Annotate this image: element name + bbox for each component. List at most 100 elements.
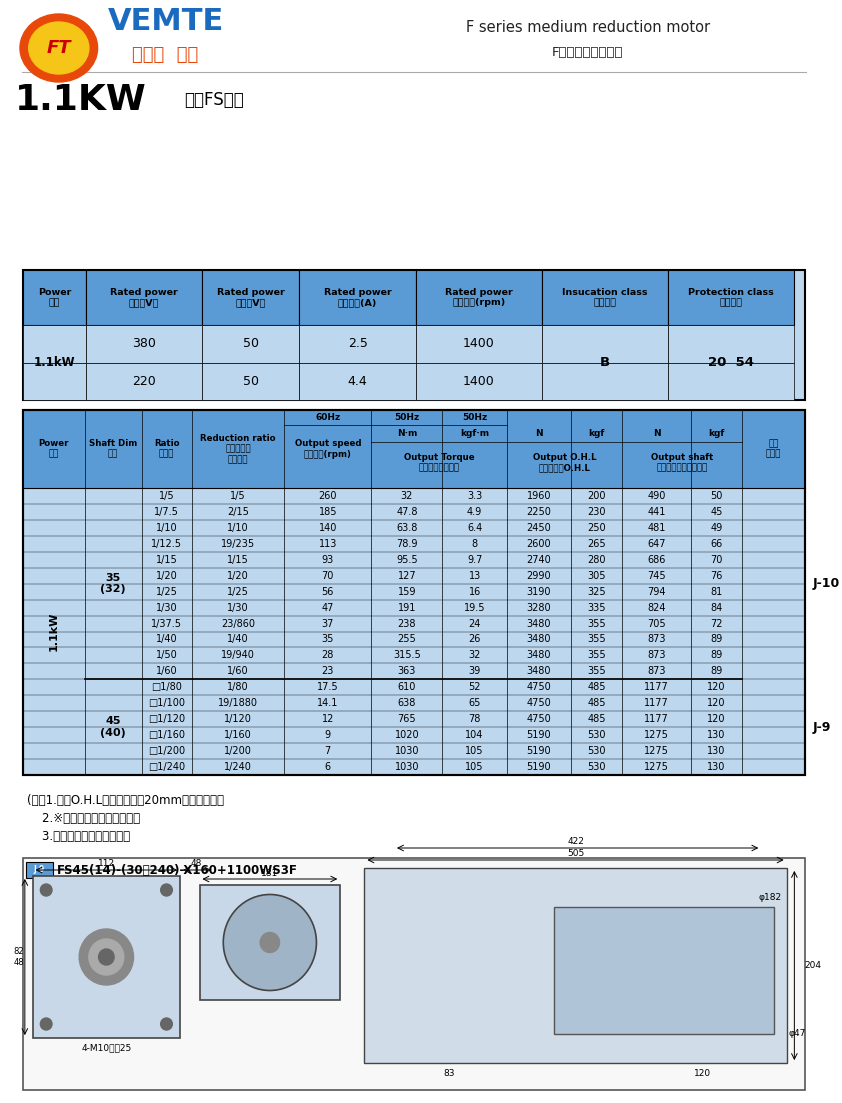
Text: 280: 280 — [587, 555, 605, 565]
Text: 530: 530 — [587, 730, 605, 740]
Text: 4750: 4750 — [526, 683, 552, 693]
Bar — [416, 363, 542, 400]
Bar — [23, 325, 86, 363]
Text: 104: 104 — [466, 730, 484, 740]
Text: 315.5: 315.5 — [393, 651, 421, 661]
Text: 3.括號（）爲實心軸軸徑。: 3.括號（）爲實心軸軸徑。 — [27, 829, 130, 843]
Text: 1/5: 1/5 — [230, 491, 246, 501]
Text: 130: 130 — [707, 762, 726, 772]
Text: 1/40: 1/40 — [227, 634, 249, 644]
Text: 3480: 3480 — [526, 619, 551, 629]
Text: 45
(40): 45 (40) — [100, 716, 126, 738]
Text: 1/20: 1/20 — [227, 570, 249, 580]
Text: 441: 441 — [647, 507, 666, 517]
Text: 65: 65 — [468, 698, 481, 708]
Text: J-9: J-9 — [813, 720, 831, 733]
Text: 78: 78 — [468, 715, 481, 725]
Text: 265: 265 — [587, 538, 605, 549]
Text: 5190: 5190 — [526, 746, 551, 756]
Text: 355: 355 — [587, 634, 605, 644]
Text: 485: 485 — [587, 715, 605, 725]
Text: 1/30: 1/30 — [156, 602, 178, 612]
Text: 765: 765 — [397, 715, 416, 725]
Text: 7: 7 — [325, 746, 331, 756]
Circle shape — [40, 1018, 52, 1030]
Text: 105: 105 — [466, 762, 484, 772]
Text: 1400: 1400 — [463, 375, 495, 388]
Circle shape — [260, 932, 280, 953]
Text: 485: 485 — [587, 683, 605, 693]
Bar — [23, 858, 805, 1090]
Bar — [669, 363, 794, 400]
Bar — [300, 363, 416, 400]
Text: Rated power
額定轉速(rpm): Rated power 額定轉速(rpm) — [445, 288, 513, 308]
Text: 1/15: 1/15 — [227, 555, 249, 565]
Text: 93: 93 — [322, 555, 334, 565]
Text: 873: 873 — [647, 651, 666, 661]
Text: N: N — [535, 429, 542, 438]
Text: 481: 481 — [647, 523, 666, 533]
Text: 363: 363 — [397, 666, 416, 676]
Text: 82
48: 82 48 — [13, 947, 24, 966]
Bar — [300, 270, 416, 325]
Text: φ182: φ182 — [759, 892, 781, 902]
Text: 200: 200 — [587, 491, 605, 501]
Bar — [300, 325, 416, 363]
Text: 89: 89 — [711, 634, 722, 644]
Text: 83: 83 — [443, 1069, 455, 1078]
Text: 1/60: 1/60 — [227, 666, 249, 676]
Text: Protection class
防護等級: Protection class 防護等級 — [689, 288, 774, 308]
Text: 8: 8 — [472, 538, 477, 549]
Bar — [416, 325, 542, 363]
Circle shape — [161, 884, 173, 896]
Text: 873: 873 — [647, 666, 666, 676]
Text: 17.5: 17.5 — [317, 683, 338, 693]
Text: 1275: 1275 — [644, 730, 669, 740]
Text: Power
功率: Power 功率 — [38, 288, 71, 308]
Text: 610: 610 — [397, 683, 416, 693]
Text: 81: 81 — [711, 587, 722, 597]
Ellipse shape — [29, 22, 89, 74]
Circle shape — [40, 884, 52, 896]
Text: □1/100: □1/100 — [148, 698, 185, 708]
Text: Rated power
額定電流(A): Rated power 額定電流(A) — [324, 288, 392, 308]
Text: 39: 39 — [468, 666, 481, 676]
Text: 1/80: 1/80 — [227, 683, 249, 693]
Text: F series medium reduction motor: F series medium reduction motor — [466, 21, 710, 35]
Text: 50Hz: 50Hz — [462, 413, 488, 422]
Text: 1/240: 1/240 — [224, 762, 252, 772]
Text: 1/10: 1/10 — [156, 523, 178, 533]
Text: J-10: J-10 — [813, 577, 840, 590]
Text: 1/40: 1/40 — [156, 634, 178, 644]
Text: J-9: J-9 — [34, 866, 45, 875]
Text: 76: 76 — [711, 570, 722, 580]
Text: Output speed
輸出頻速(rpm): Output speed 輸出頻速(rpm) — [295, 439, 361, 459]
Text: 49: 49 — [711, 523, 722, 533]
Text: 1275: 1275 — [644, 746, 669, 756]
Text: 335: 335 — [587, 602, 605, 612]
Text: 120: 120 — [707, 715, 726, 725]
Text: 89: 89 — [711, 651, 722, 661]
Text: 4-M10深度25: 4-M10深度25 — [81, 1043, 131, 1052]
Text: 9: 9 — [325, 730, 331, 740]
Circle shape — [223, 895, 317, 990]
Text: 1177: 1177 — [644, 698, 669, 708]
Bar — [86, 325, 202, 363]
Text: φ47: φ47 — [789, 1029, 806, 1038]
Text: 23/860: 23/860 — [221, 619, 255, 629]
Text: 1177: 1177 — [644, 683, 669, 693]
Text: □1/80: □1/80 — [152, 683, 182, 693]
Text: 3190: 3190 — [526, 587, 551, 597]
Text: 1030: 1030 — [395, 746, 419, 756]
Text: 56: 56 — [322, 587, 334, 597]
Text: 127: 127 — [397, 570, 416, 580]
Bar — [202, 325, 300, 363]
Text: 6.4: 6.4 — [467, 523, 482, 533]
Text: 794: 794 — [647, 587, 666, 597]
Text: 66: 66 — [711, 538, 722, 549]
Text: 230: 230 — [587, 507, 605, 517]
Text: 1/12.5: 1/12.5 — [152, 538, 182, 549]
Text: 1/200: 1/200 — [224, 746, 252, 756]
Bar — [26, 863, 53, 878]
Text: 1/25: 1/25 — [156, 587, 178, 597]
